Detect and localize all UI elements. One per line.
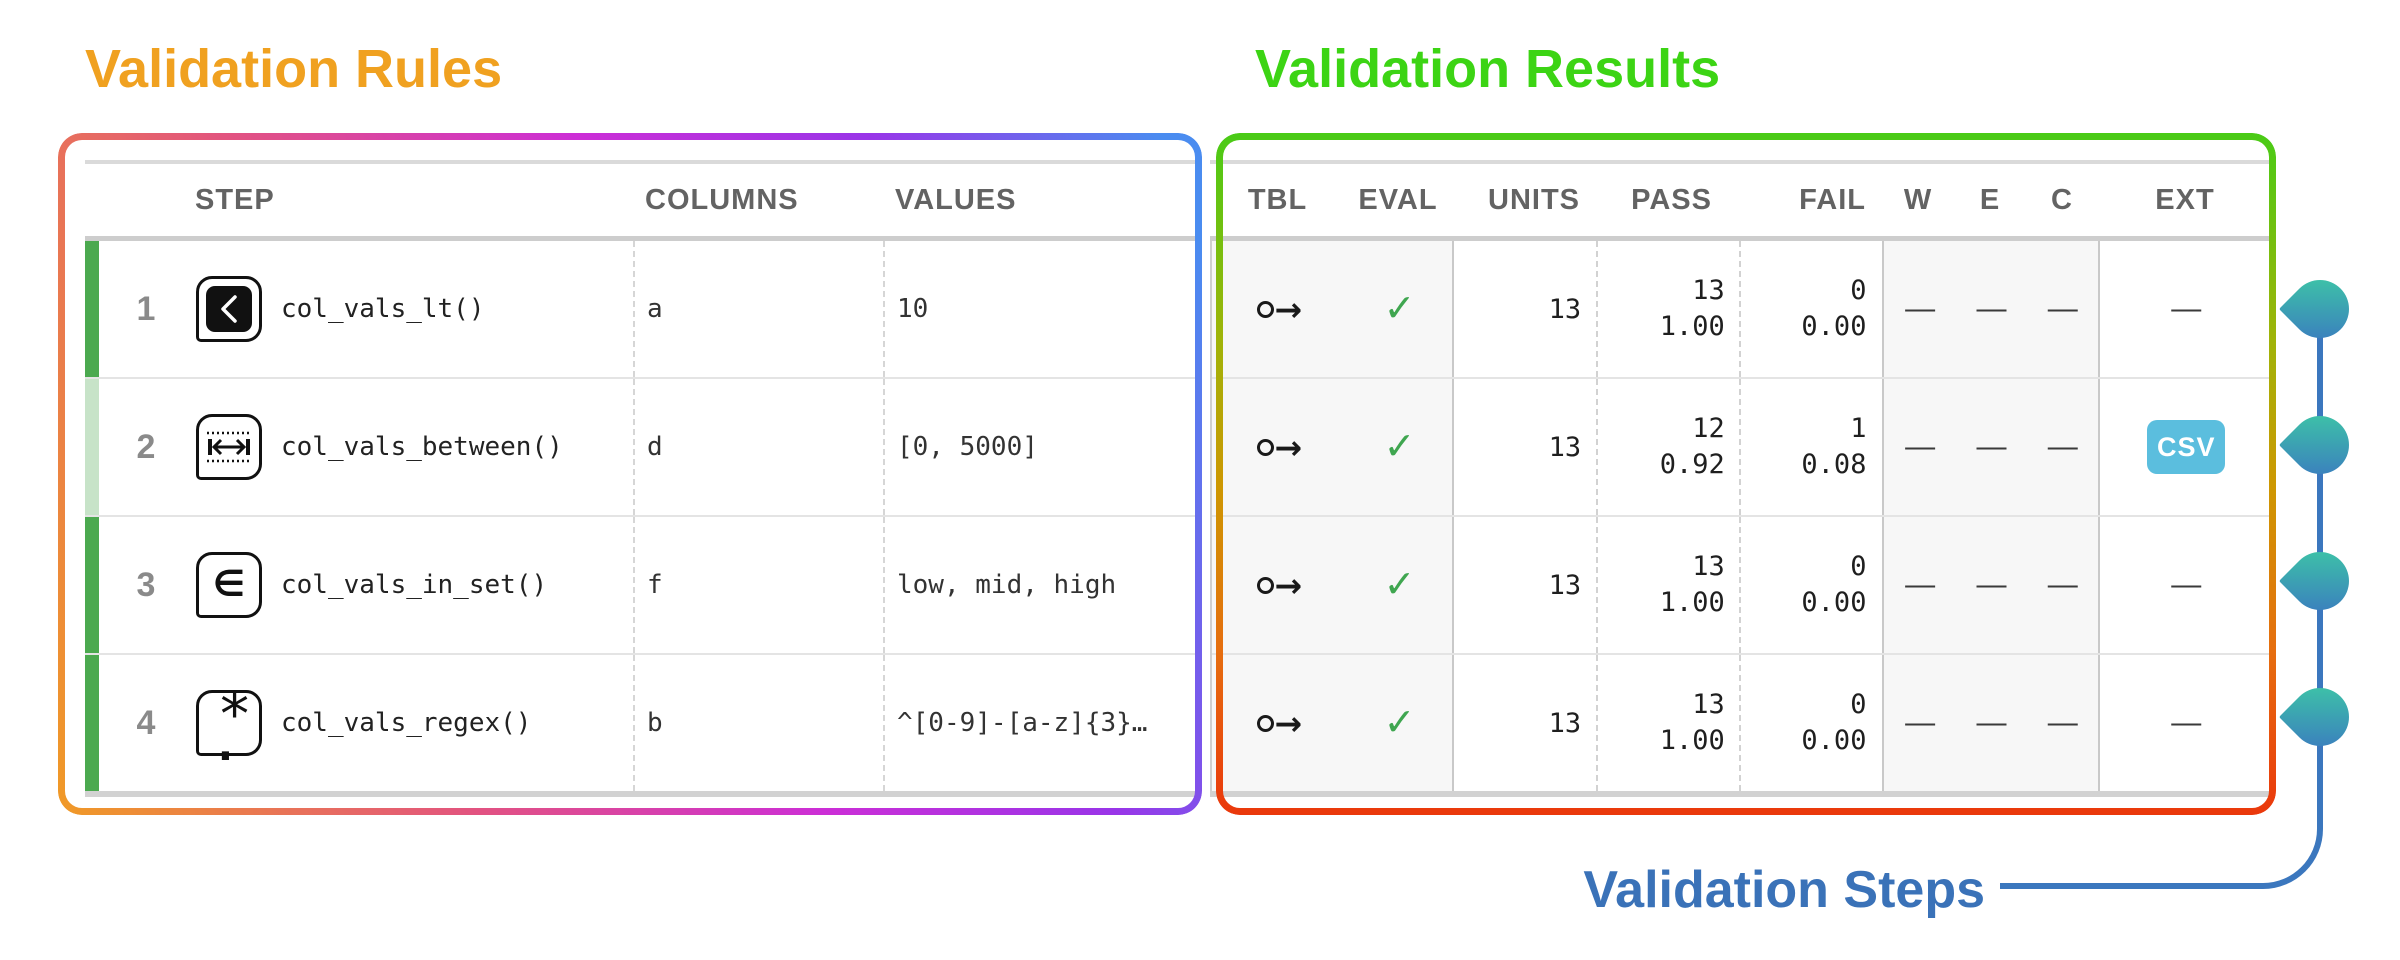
column-header-step: STEP [195, 183, 275, 216]
rules-table-half: STEP COLUMNS VALUES 1 col_vals_lt() [85, 160, 1196, 797]
results-section-title: Validation Results [1255, 39, 1721, 99]
values-value: 10 [883, 241, 1196, 377]
validation-function: col_vals_regex() [281, 708, 532, 738]
less-than-icon [196, 276, 262, 342]
units-value: 13 [1452, 517, 1596, 653]
column-header-e: E [1979, 183, 2001, 216]
column-header-w: W [1903, 183, 1933, 216]
pass-values: 13 1.00 [1596, 517, 1739, 653]
column-header-ext: EXT [2155, 183, 2215, 216]
validation-function: col_vals_in_set() [281, 570, 548, 600]
step-number: 1 [136, 289, 156, 328]
column-header-pass: PASS [1631, 183, 1712, 216]
warn-value: — [1905, 430, 1936, 463]
step-number: 3 [136, 565, 156, 604]
fail-values: 0 0.00 [1738, 241, 1883, 377]
step-number: 2 [136, 427, 156, 466]
column-header-columns: COLUMNS [645, 183, 799, 216]
pass-values: 13 1.00 [1596, 241, 1739, 377]
in-set-icon: ∈ [196, 552, 262, 618]
columns-value: f [633, 517, 883, 653]
warn-value: — [1905, 706, 1936, 739]
eval-check-icon: ✓ [1383, 702, 1416, 744]
results-header-row: TBL EVAL UNITS PASS FAIL W E C EXT [1210, 164, 2272, 236]
values-value: [0, 5000] [883, 379, 1196, 515]
table-source-icon: → [1256, 707, 1302, 740]
status-strip [85, 379, 99, 515]
table-row: 1 col_vals_lt() a 10 [85, 241, 1196, 377]
status-strip [85, 517, 99, 653]
fail-values: 1 0.08 [1738, 379, 1883, 515]
values-value: ^[0-9]-[a-z]{3}… [883, 655, 1196, 791]
table-source-icon: → [1256, 569, 1302, 602]
column-header-fail: FAIL [1799, 183, 1866, 216]
column-header-units: UNITS [1488, 183, 1580, 216]
step-number: 4 [136, 703, 156, 742]
rules-header-row: STEP COLUMNS VALUES [85, 164, 1196, 236]
table-row: 3 ∈ col_vals_in_set() f low, mid, high [85, 515, 1196, 653]
column-header-c: C [2051, 183, 2073, 216]
pass-values: 13 1.00 [1596, 655, 1739, 791]
values-value: low, mid, high [883, 517, 1196, 653]
pass-values: 12 0.92 [1596, 379, 1739, 515]
columns-value: a [633, 241, 883, 377]
table-source-icon: → [1256, 431, 1302, 464]
fail-values: 0 0.00 [1738, 655, 1883, 791]
eval-check-icon: ✓ [1383, 564, 1416, 606]
column-header-eval: EVAL [1358, 183, 1438, 216]
warn-value: — [1905, 568, 1936, 601]
steps-connector-line [2000, 309, 2323, 889]
status-strip [85, 241, 99, 377]
steps-section-title: Validation Steps [1583, 861, 1985, 919]
rules-section-title: Validation Rules [85, 39, 503, 99]
between-icon [196, 414, 262, 480]
units-value: 13 [1452, 379, 1596, 515]
units-value: 13 [1452, 241, 1596, 377]
warn-value: — [1905, 292, 1936, 325]
column-header-tbl: TBL [1247, 183, 1308, 216]
fail-values: 0 0.00 [1738, 517, 1883, 653]
status-strip [85, 655, 99, 791]
table-row: 4 * . col_vals_regex() b ^[0-9]-[a-z]{3}… [85, 653, 1196, 791]
regex-icon: * . [196, 685, 262, 769]
column-header-values: VALUES [895, 183, 1017, 216]
eval-check-icon: ✓ [1383, 426, 1416, 468]
table-row: 2 col_vals_between() [85, 377, 1196, 515]
table-source-icon: → [1256, 293, 1302, 326]
table-bottom-rule [85, 791, 1196, 797]
units-value: 13 [1452, 655, 1596, 791]
columns-value: b [633, 655, 883, 791]
eval-check-icon: ✓ [1383, 288, 1416, 330]
validation-function: col_vals_lt() [281, 294, 485, 324]
columns-value: d [633, 379, 883, 515]
validation-function: col_vals_between() [281, 432, 563, 462]
